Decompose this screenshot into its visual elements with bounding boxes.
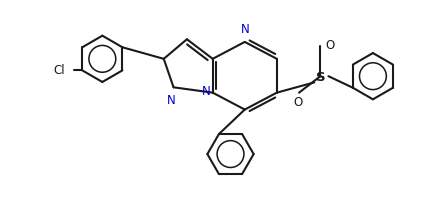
Text: O: O <box>326 39 335 52</box>
Text: Cl: Cl <box>53 64 65 77</box>
Text: N: N <box>202 85 210 98</box>
Text: N: N <box>240 23 249 36</box>
Text: N: N <box>167 94 176 107</box>
Text: O: O <box>294 96 303 109</box>
Text: S: S <box>316 71 326 84</box>
